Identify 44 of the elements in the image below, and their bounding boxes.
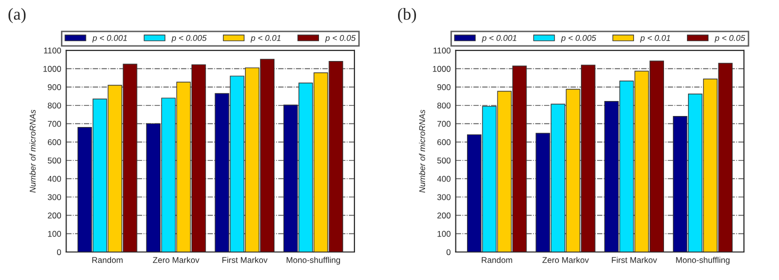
y-tick-label: 700 [48, 120, 62, 127]
chart-title: (a) [8, 8, 26, 24]
x-tick-label: Random [92, 256, 123, 263]
legend-label: p < 0.05 [325, 35, 356, 43]
y-tick-label: 200 [437, 212, 451, 218]
y-tick-label: 300 [48, 194, 62, 200]
y-tick-label: 0 [446, 249, 451, 256]
y-tick-label: 400 [437, 176, 451, 182]
x-tick-label: First Markov [222, 256, 268, 263]
y-tick-label: 100 [48, 230, 62, 237]
legend-label: p < 0.001 [482, 35, 516, 43]
y-tick-label: 600 [48, 139, 62, 146]
y-tick-label: 300 [437, 194, 451, 200]
y-tick-label: 500 [48, 158, 62, 164]
x-tick-label: Mono-shuffling [676, 256, 730, 265]
y-tick-label: 100 [438, 230, 451, 237]
y-tick-label: 900 [48, 84, 62, 90]
y-tick-label: 900 [437, 84, 451, 90]
x-tick-label: Random [482, 256, 512, 263]
legend-label: p < 0.01 [640, 35, 670, 43]
legend-label: p < 0.05 [714, 35, 746, 43]
y-tick-label: 1000 [43, 66, 62, 72]
x-tick-label: Zero Markov [542, 256, 589, 263]
y-tick-label: 700 [437, 120, 451, 127]
y-tick-label: 0 [57, 249, 62, 256]
y-axis-title: Number of microRNAs [29, 110, 36, 193]
y-tick-label: 800 [48, 102, 62, 108]
legend-label: p < 0.01 [250, 35, 280, 43]
legend-label: p < 0.001 [92, 35, 127, 43]
x-tick-label: First Markov [612, 256, 658, 263]
y-tick-label: 200 [48, 212, 62, 218]
y-axis-title: Number of microRNAs [418, 110, 426, 193]
y-tick-label: 1000 [432, 66, 451, 72]
y-tick-label: 800 [437, 102, 451, 108]
y-tick-label: 400 [48, 176, 62, 182]
y-tick-label: 1100 [434, 48, 451, 54]
y-tick-label: 600 [437, 139, 451, 146]
y-tick-label: 500 [437, 158, 451, 164]
y-tick-label: 1100 [44, 48, 62, 54]
chart-title: (b) [398, 8, 416, 24]
x-tick-label: Zero Markov [152, 256, 200, 263]
legend-label: p < 0.005 [171, 35, 207, 43]
x-tick-label: Mono-shuffling [286, 256, 340, 265]
legend-label: p < 0.005 [560, 35, 596, 43]
